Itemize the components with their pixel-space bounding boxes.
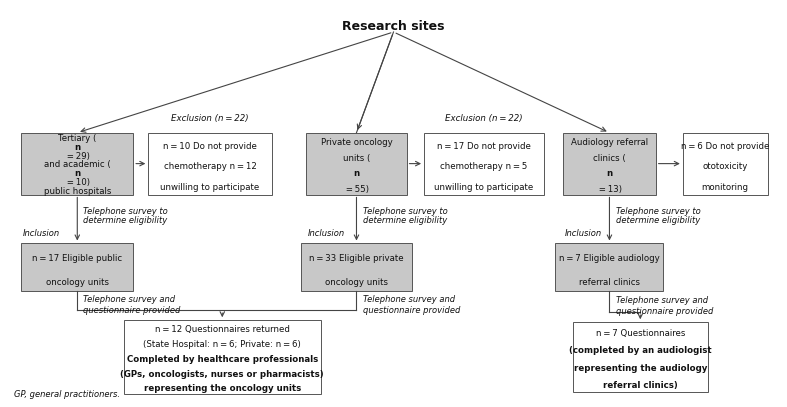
Bar bbox=[21, 243, 133, 291]
Text: = 55): = 55) bbox=[344, 185, 369, 194]
Text: n = 7 Questionnaires: n = 7 Questionnaires bbox=[596, 329, 685, 338]
Text: Telephone survey and: Telephone survey and bbox=[363, 295, 455, 304]
Bar bbox=[21, 133, 133, 195]
Text: Inclusion: Inclusion bbox=[565, 229, 602, 238]
Text: oncology units: oncology units bbox=[46, 278, 109, 287]
Text: referral clinics: referral clinics bbox=[579, 278, 640, 287]
Text: Telephone survey to: Telephone survey to bbox=[363, 207, 447, 216]
Text: Audiology referral: Audiology referral bbox=[571, 138, 648, 147]
Text: Completed by healthcare professionals: Completed by healthcare professionals bbox=[127, 355, 318, 364]
Text: determine eligibility: determine eligibility bbox=[83, 217, 168, 225]
Text: referral clinics): referral clinics) bbox=[603, 381, 678, 390]
Text: n = 12 Questionnaires returned: n = 12 Questionnaires returned bbox=[155, 325, 290, 334]
Text: n = 33 Eligible private: n = 33 Eligible private bbox=[309, 254, 404, 263]
Text: (completed by an audiologist: (completed by an audiologist bbox=[569, 346, 711, 355]
Text: Research sites: Research sites bbox=[342, 20, 445, 33]
Text: unwilling to participate: unwilling to participate bbox=[161, 183, 260, 192]
Text: n = 17 Do not provide: n = 17 Do not provide bbox=[437, 142, 530, 151]
Text: questionnaire provided: questionnaire provided bbox=[615, 307, 713, 316]
Text: ototoxicity: ototoxicity bbox=[703, 162, 748, 171]
Text: monitoring: monitoring bbox=[702, 183, 748, 192]
Text: public hospitals: public hospitals bbox=[43, 187, 111, 196]
Text: n = 17 Eligible public: n = 17 Eligible public bbox=[32, 254, 122, 263]
Text: Tertiary (: Tertiary ( bbox=[58, 134, 97, 143]
Text: chemotherapy n = 12: chemotherapy n = 12 bbox=[164, 162, 257, 171]
Text: questionnaire provided: questionnaire provided bbox=[363, 306, 460, 315]
Text: (State Hospital: n = 6; Private: n = 6): (State Hospital: n = 6; Private: n = 6) bbox=[143, 340, 301, 349]
Text: n: n bbox=[353, 169, 360, 178]
Text: unwilling to participate: unwilling to participate bbox=[434, 183, 534, 192]
Text: = 29): = 29) bbox=[65, 151, 90, 161]
Bar bbox=[424, 133, 544, 195]
Text: Inclusion: Inclusion bbox=[308, 229, 345, 238]
Text: representing the oncology units: representing the oncology units bbox=[144, 384, 301, 393]
Bar bbox=[683, 133, 767, 195]
Text: Telephone survey and: Telephone survey and bbox=[615, 296, 708, 305]
Text: determine eligibility: determine eligibility bbox=[615, 217, 700, 225]
Bar bbox=[124, 320, 320, 394]
Text: Exclusion (n = 22): Exclusion (n = 22) bbox=[445, 114, 523, 123]
Text: n = 10 Do not provide: n = 10 Do not provide bbox=[163, 142, 257, 151]
Text: Telephone survey and: Telephone survey and bbox=[83, 295, 176, 304]
Text: units (: units ( bbox=[343, 154, 370, 163]
Bar bbox=[556, 243, 663, 291]
Bar bbox=[573, 322, 708, 392]
Text: n = 7 Eligible audiology: n = 7 Eligible audiology bbox=[559, 254, 660, 263]
Bar bbox=[148, 133, 272, 195]
Text: Private oncology: Private oncology bbox=[320, 138, 393, 147]
Text: oncology units: oncology units bbox=[325, 278, 388, 287]
Text: n: n bbox=[74, 143, 80, 152]
Text: Inclusion: Inclusion bbox=[23, 229, 60, 238]
Text: questionnaire provided: questionnaire provided bbox=[83, 306, 181, 315]
Text: Exclusion (n = 22): Exclusion (n = 22) bbox=[171, 114, 249, 123]
Text: clinics (: clinics ( bbox=[593, 154, 626, 163]
Text: and academic (: and academic ( bbox=[44, 160, 111, 169]
Text: representing the audiology: representing the audiology bbox=[574, 364, 707, 373]
Text: (GPs, oncologists, nurses or pharmacists): (GPs, oncologists, nurses or pharmacists… bbox=[120, 370, 324, 379]
Text: Telephone survey to: Telephone survey to bbox=[615, 207, 700, 216]
Text: chemotherapy n = 5: chemotherapy n = 5 bbox=[440, 162, 527, 171]
Text: = 10): = 10) bbox=[65, 178, 90, 187]
Text: GP, general practitioners.: GP, general practitioners. bbox=[14, 390, 120, 399]
Text: = 13): = 13) bbox=[597, 185, 622, 194]
Bar bbox=[563, 133, 656, 195]
Text: Telephone survey to: Telephone survey to bbox=[83, 207, 168, 216]
Bar bbox=[301, 243, 412, 291]
Text: determine eligibility: determine eligibility bbox=[363, 217, 447, 225]
Text: n = 6 Do not provide: n = 6 Do not provide bbox=[681, 142, 770, 151]
Text: n: n bbox=[607, 169, 612, 178]
Text: n: n bbox=[74, 169, 80, 178]
Bar bbox=[306, 133, 407, 195]
